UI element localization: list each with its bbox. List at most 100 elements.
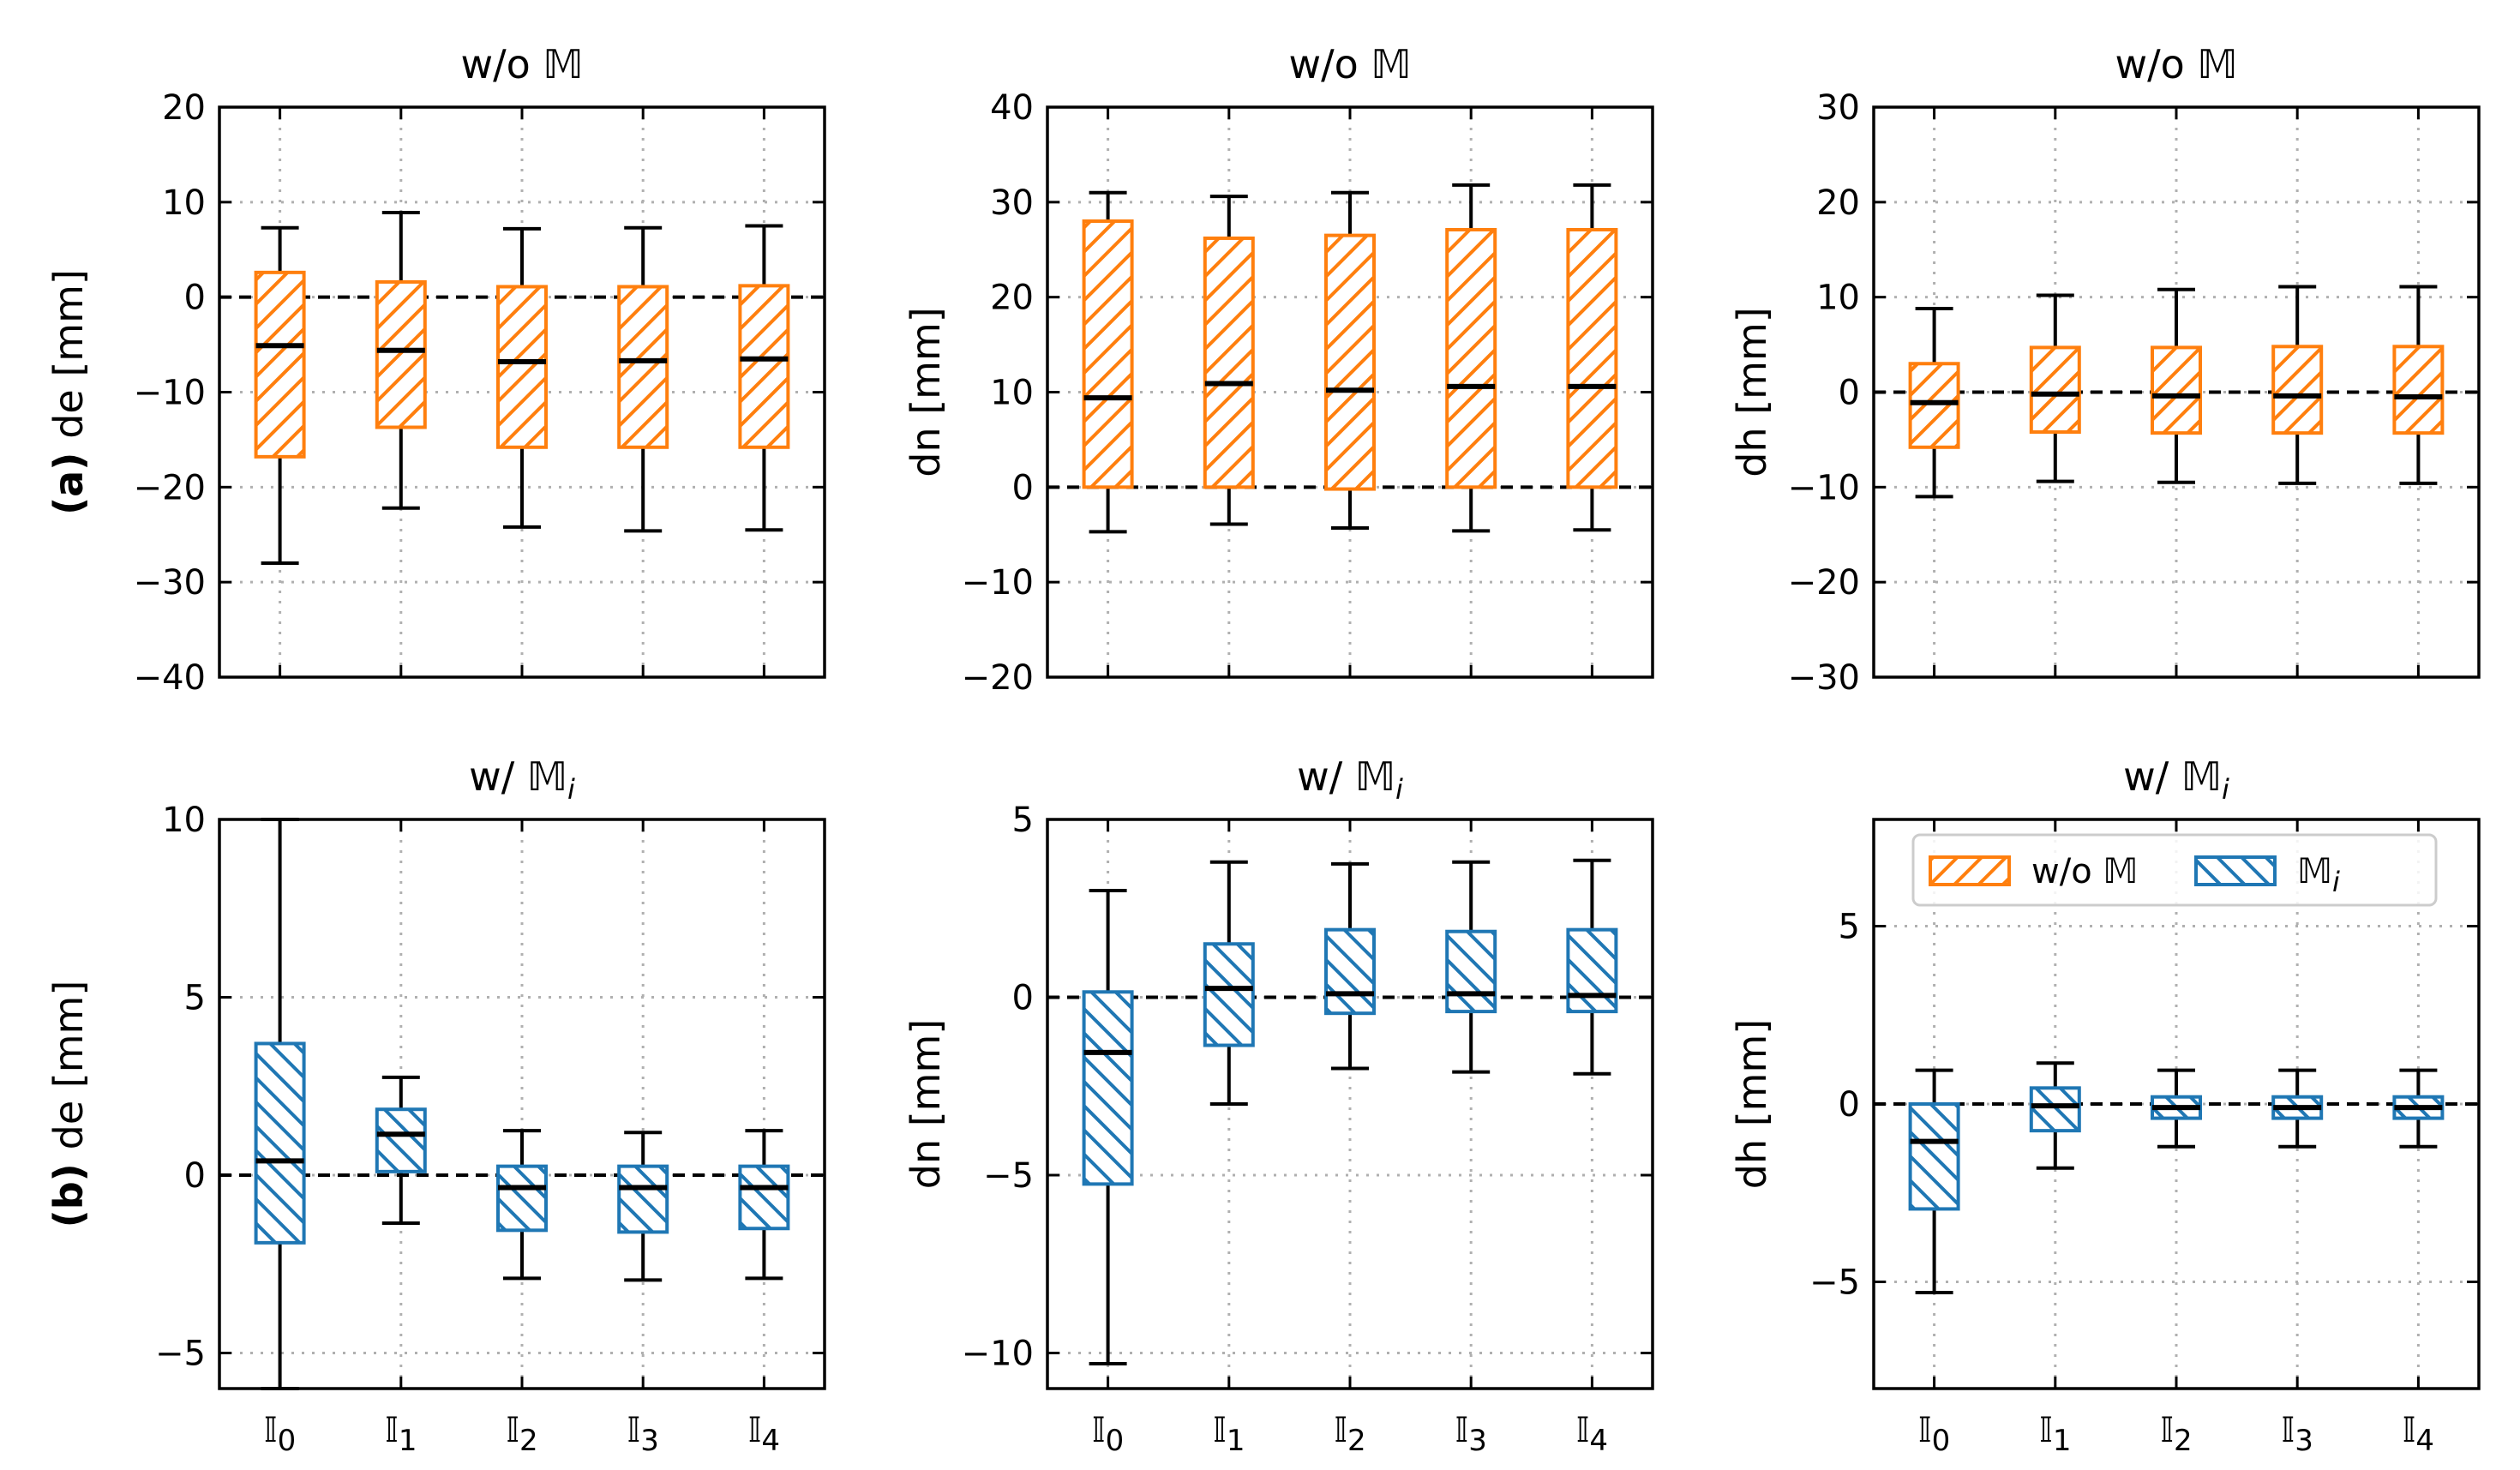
box-2 [496, 226, 548, 529]
box-body [2151, 345, 2202, 435]
panel-title: w/ 𝕄i [2123, 753, 2229, 806]
legend-swatch [1929, 855, 2011, 886]
y-tick-label: 5 [1839, 908, 1860, 947]
box-0 [1908, 1068, 1960, 1294]
box-4 [2392, 285, 2445, 485]
box-1 [1203, 195, 1255, 526]
panel-3: −30 −20 −10 0 10 20 30 w/o 𝕄 dh [mm] [1729, 41, 2481, 698]
x-tick-label: 𝕀1 [385, 1411, 417, 1458]
box-1 [375, 1075, 427, 1226]
box-3 [1445, 860, 1497, 1074]
box-0 [1082, 889, 1134, 1365]
box-3 [617, 1131, 669, 1282]
x-tick-label: 𝕀0 [1918, 1411, 1950, 1458]
box-1 [2029, 293, 2081, 483]
box-0 [254, 818, 306, 1390]
x-tick-label: 𝕀3 [1455, 1411, 1487, 1458]
box-body [375, 279, 427, 429]
panel-6: −5 0 5 𝕀0 𝕀1 𝕀2 𝕀3 𝕀4 w/ 𝕄i dh [mm] w/o 𝕄 𝕄i [1729, 753, 2481, 1458]
x-tick-label: 𝕀0 [264, 1411, 296, 1458]
y-tick-label: 10 [162, 801, 206, 840]
y-tick-label: −40 [134, 658, 206, 698]
y-tick-label: −10 [962, 563, 1034, 603]
box-3 [1445, 183, 1497, 533]
y-tick-label: 10 [1816, 279, 1860, 318]
box-1 [2029, 1061, 2081, 1170]
y-tick-label: −10 [1788, 468, 1860, 507]
box-body [617, 285, 669, 449]
row-tag: (a) [45, 439, 92, 515]
y-tick-label: 30 [990, 183, 1034, 223]
box-2 [2151, 1068, 2202, 1149]
box-2 [2151, 287, 2202, 484]
y-tick-label: 10 [162, 183, 206, 223]
box-body [375, 1107, 427, 1173]
box-2 [1324, 861, 1376, 1071]
panel-title: w/o 𝕄 [2115, 41, 2237, 87]
y-tick-label: −20 [962, 658, 1034, 698]
panel-title: w/o 𝕄 [460, 41, 583, 87]
box-body [254, 1041, 306, 1245]
y-tick-label: 30 [1816, 88, 1860, 128]
y-tick-label: 0 [1012, 979, 1034, 1018]
box-4 [738, 1129, 790, 1281]
box-2 [1324, 190, 1376, 530]
box-body [1445, 929, 1497, 1014]
y-tick-label: 5 [184, 979, 206, 1018]
box-body [1203, 236, 1255, 489]
box-body [1324, 233, 1376, 491]
box-body [2029, 345, 2081, 435]
box-body [1908, 1102, 1960, 1211]
x-tick-label: 𝕀2 [2160, 1411, 2192, 1458]
box-body [1908, 362, 1960, 449]
box-2 [496, 1129, 548, 1281]
box-3 [617, 225, 669, 533]
y-tick-label: 5 [1012, 801, 1034, 840]
box-body [1082, 990, 1134, 1186]
y-tick-label: −5 [155, 1335, 206, 1374]
box-body [2392, 345, 2445, 435]
x-tick-label: 𝕀1 [1213, 1411, 1245, 1458]
box-body [1566, 227, 1618, 489]
panel-1: −40 −30 −20 −10 0 10 20 w/o 𝕄 (a) de [mm] [45, 41, 826, 698]
x-tick-label: 𝕀4 [2403, 1411, 2434, 1458]
y-axis-label: (a) de [mm] [45, 269, 92, 515]
legend: w/o 𝕄 𝕄i [1911, 833, 2438, 907]
box-1 [375, 211, 427, 510]
box-0 [254, 225, 306, 565]
box-body [738, 1164, 790, 1231]
legend-label: 𝕄i [2297, 852, 2340, 898]
legend-frame [1911, 833, 2438, 907]
box-body [2029, 1086, 2081, 1133]
box-1 [1203, 860, 1255, 1106]
box-4 [2392, 1068, 2445, 1149]
y-tick-label: −5 [983, 1156, 1034, 1196]
y-axis-label: dh [mm] [1729, 1019, 1775, 1190]
panel-title: w/ 𝕄i [469, 753, 575, 806]
y-tick-label: −20 [134, 468, 206, 507]
legend-label: w/o 𝕄 [2031, 852, 2138, 891]
x-tick-label: 𝕀1 [2039, 1411, 2071, 1458]
y-axis-label: dn [mm] [903, 1019, 949, 1190]
y-tick-label: 0 [1839, 1085, 1860, 1125]
box-4 [1566, 858, 1618, 1076]
panel-2: −20 −10 0 10 20 30 40 w/o 𝕄 dn [mm] [903, 41, 1654, 698]
y-tick-label: 40 [990, 88, 1034, 128]
y-tick-label: 10 [990, 374, 1034, 413]
box-body [738, 284, 790, 449]
box-body [254, 270, 306, 459]
y-tick-label: 0 [1839, 374, 1860, 413]
box-0 [1908, 306, 1960, 499]
x-tick-label: 𝕀4 [1576, 1411, 1608, 1458]
box-3 [2271, 1068, 2324, 1149]
box-4 [1566, 183, 1618, 532]
y-tick-label: −20 [1788, 563, 1860, 603]
y-tick-label: 20 [1816, 183, 1860, 223]
box-4 [738, 224, 790, 532]
y-tick-label: −10 [134, 374, 206, 413]
box-body [1324, 927, 1376, 1016]
box-body [2271, 345, 2324, 435]
x-tick-label: 𝕀3 [627, 1411, 659, 1458]
x-tick-label: 𝕀2 [1334, 1411, 1365, 1458]
